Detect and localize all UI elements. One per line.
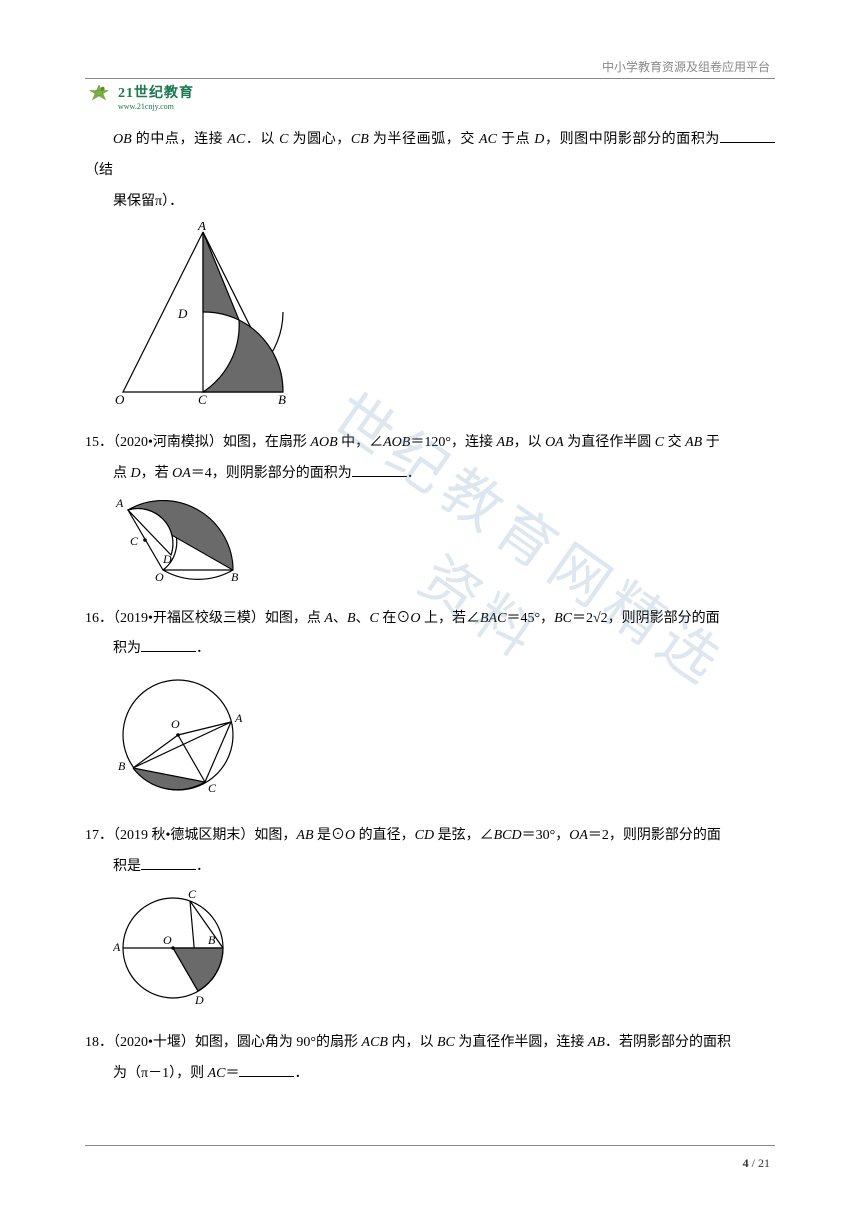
svg-text:A: A <box>234 711 243 725</box>
svg-text:B: B <box>278 392 286 407</box>
header-divider <box>85 78 775 79</box>
svg-text:C: C <box>130 534 139 548</box>
svg-text:B: B <box>231 570 239 583</box>
problem-continuation: OB 的中点，连接 AC．以 C 为圆心，CB 为半径画弧，交 AC 于点 D，… <box>85 125 775 420</box>
figure-16: O A B C <box>113 670 775 813</box>
figure-15: A C D O B <box>113 495 775 596</box>
problem-18: 18．（2020•十堰）如图，圆心角为 90°的扇形 ACB 内，以 BC 为直… <box>85 1028 775 1090</box>
problem-17: 17．（2019 秋•德城区期末）如图，AB 是⊙O 的直径，CD 是弦，∠BC… <box>85 821 775 1020</box>
answer-blank <box>141 856 196 870</box>
svg-text:B: B <box>208 933 216 947</box>
problem-18-text: 18．（2020•十堰）如图，圆心角为 90°的扇形 ACB 内，以 BC 为直… <box>85 1028 775 1059</box>
svg-text:B: B <box>118 759 126 773</box>
answer-blank <box>239 1063 294 1077</box>
problem-17-source: （2019 秋•德城区期末） <box>113 828 254 843</box>
svg-text:D: D <box>162 552 172 566</box>
problem-16-text-b: 积为． <box>85 634 775 665</box>
figure-17: A O B C D <box>113 888 775 1021</box>
page-sep: / <box>749 1156 758 1170</box>
svg-text:A: A <box>113 940 121 954</box>
problem-17-number: 17． <box>85 828 113 843</box>
svg-text:O: O <box>155 570 164 583</box>
problem-16-text: 16．（2019•开福区校级三模）如图，点 A、B、C 在⊙O 上，若∠BAC＝… <box>85 604 775 635</box>
problem-15-source: （2020•河南模拟） <box>113 435 223 450</box>
svg-text:D: D <box>194 993 204 1007</box>
header-platform-text: 中小学教育资源及组卷应用平台 <box>602 58 770 75</box>
logo-sub-url: www.21cnjy.com <box>118 102 194 111</box>
figure-continuation: A D O C B <box>113 222 775 420</box>
answer-blank <box>141 638 196 652</box>
logo: 21世纪教育 www.21cnjy.com <box>85 82 194 111</box>
problem-18-number: 18． <box>85 1035 113 1050</box>
logo-text-block: 21世纪教育 www.21cnjy.com <box>118 82 194 111</box>
content-area: OB 的中点，连接 AC．以 C 为圆心，CB 为半径画弧，交 AC 于点 D，… <box>85 125 775 1098</box>
problem-18-source: （2020•十堰） <box>113 1035 195 1050</box>
svg-text:A: A <box>197 222 206 233</box>
problem-cont-line1: OB 的中点，连接 AC．以 C 为圆心，CB 为半径画弧，交 AC 于点 D，… <box>85 125 775 187</box>
footer-divider <box>85 1145 775 1146</box>
svg-text:O: O <box>171 717 180 731</box>
problem-16-source: （2019•开福区校级三模） <box>113 611 265 626</box>
svg-text:A: A <box>115 496 124 510</box>
problem-15-text: 15．（2020•河南模拟）如图，在扇形 AOB 中，∠AOB＝120°，连接 … <box>85 428 775 459</box>
answer-blank <box>352 463 407 477</box>
problem-16: 16．（2019•开福区校级三模）如图，点 A、B、C 在⊙O 上，若∠BAC＝… <box>85 604 775 813</box>
problem-15-text-b: 点 D，若 OA＝4，则阴影部分的面积为． <box>85 459 775 490</box>
problem-18-text-b: 为（π－1），则 AC＝． <box>85 1059 775 1090</box>
logo-main-text: 21世纪教育 <box>118 82 194 102</box>
svg-text:C: C <box>198 392 207 407</box>
svg-text:D: D <box>177 306 188 321</box>
logo-star-icon <box>85 83 113 111</box>
problem-17-text-b: 积是． <box>85 852 775 883</box>
page-total: 21 <box>758 1156 770 1170</box>
problem-15-number: 15． <box>85 435 113 450</box>
problem-15: 15．（2020•河南模拟）如图，在扇形 AOB 中，∠AOB＝120°，连接 … <box>85 428 775 595</box>
svg-text:C: C <box>208 781 217 795</box>
svg-text:O: O <box>115 392 125 407</box>
answer-blank <box>720 129 775 143</box>
problem-16-number: 16． <box>85 611 113 626</box>
svg-text:C: C <box>188 888 197 901</box>
problem-cont-line2: 果保留π）． <box>85 187 775 218</box>
page-number: 4 / 21 <box>743 1156 770 1171</box>
problem-17-text: 17．（2019 秋•德城区期末）如图，AB 是⊙O 的直径，CD 是弦，∠BC… <box>85 821 775 852</box>
svg-text:O: O <box>163 933 172 947</box>
